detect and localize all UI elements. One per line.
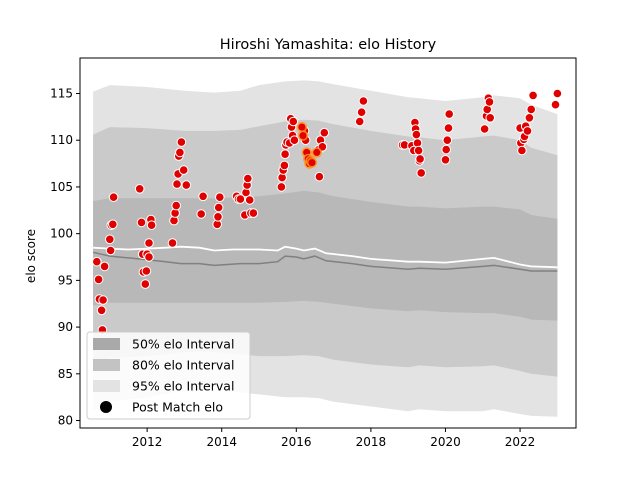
post-match-point bbox=[528, 90, 538, 101]
post-match-point bbox=[443, 123, 454, 133]
post-match-point bbox=[524, 113, 535, 123]
post-match-point bbox=[279, 160, 290, 171]
highlight-point bbox=[299, 132, 307, 140]
legend-swatch bbox=[93, 338, 120, 350]
y-axis-label: elo score bbox=[24, 229, 38, 283]
post-match-point bbox=[144, 238, 154, 248]
post-match-point bbox=[134, 184, 145, 194]
y-tick-label: 95 bbox=[58, 273, 73, 287]
y-tick-label: 90 bbox=[58, 320, 73, 334]
post-match-point bbox=[175, 147, 185, 158]
y-tick-label: 115 bbox=[50, 87, 73, 101]
post-match-point bbox=[140, 279, 151, 289]
band-50 bbox=[93, 190, 558, 321]
legend-box bbox=[86, 331, 251, 420]
post-match-point bbox=[213, 202, 224, 213]
post-match-point bbox=[96, 305, 107, 316]
highlight-point bbox=[313, 148, 321, 156]
post-match-point bbox=[248, 208, 259, 218]
post-match-point bbox=[92, 256, 102, 267]
x-axis: 2012 2014 2016 2018 2020 2022 bbox=[132, 428, 535, 449]
legend-label: 95% elo Interval bbox=[132, 379, 234, 394]
post-match-point bbox=[479, 124, 490, 134]
post-match-point bbox=[98, 295, 108, 305]
post-match-point bbox=[196, 209, 206, 219]
y-tick-label: 110 bbox=[50, 133, 73, 147]
post-match-point bbox=[171, 200, 181, 211]
post-match-point bbox=[276, 182, 287, 192]
post-match-point bbox=[105, 245, 116, 256]
post-match-point bbox=[354, 116, 365, 127]
highlight-point bbox=[298, 123, 306, 131]
post-match-point bbox=[105, 234, 115, 245]
post-match-point bbox=[243, 173, 253, 184]
legend-label: 80% elo Interval bbox=[132, 358, 234, 373]
post-match-point bbox=[517, 145, 527, 156]
y-tick-label: 85 bbox=[58, 367, 73, 381]
x-tick-label: 2020 bbox=[430, 435, 461, 449]
post-match-point bbox=[280, 149, 290, 159]
y-tick-label: 100 bbox=[50, 227, 73, 241]
post-match-point bbox=[288, 116, 299, 127]
post-match-point bbox=[319, 127, 330, 138]
post-match-point bbox=[356, 107, 367, 117]
post-match-point bbox=[172, 179, 182, 189]
post-match-point bbox=[358, 96, 369, 106]
highlight-point bbox=[308, 159, 316, 167]
post-match-point bbox=[289, 135, 300, 145]
post-match-point bbox=[526, 104, 537, 115]
post-match-point bbox=[99, 261, 110, 272]
post-match-point bbox=[484, 97, 495, 107]
post-match-point bbox=[181, 180, 192, 190]
post-match-point bbox=[522, 126, 533, 136]
post-match-point bbox=[485, 113, 496, 123]
mean-elo-line bbox=[93, 245, 558, 269]
x-tick-label: 2014 bbox=[206, 435, 237, 449]
legend-label: 50% elo Interval bbox=[132, 337, 234, 352]
post-match-point bbox=[178, 165, 189, 175]
legend-swatch bbox=[93, 380, 120, 392]
x-tick-label: 2016 bbox=[281, 435, 312, 449]
post-match-point bbox=[213, 212, 223, 222]
plot-frame bbox=[79, 57, 577, 429]
post-match-point bbox=[198, 191, 208, 202]
post-match-point bbox=[144, 252, 154, 262]
y-tick-label: 80 bbox=[58, 414, 73, 428]
legend: 50% elo Interval 80% elo Interval 95% elo … bbox=[86, 331, 251, 420]
post-match-point bbox=[136, 217, 147, 228]
x-tick-label: 2022 bbox=[505, 435, 536, 449]
x-tick-label: 2018 bbox=[356, 435, 387, 449]
post-match-point bbox=[146, 220, 157, 230]
y-tick-label: 105 bbox=[50, 180, 73, 194]
post-match-point bbox=[141, 266, 152, 276]
post-match-point bbox=[167, 238, 178, 248]
post-match-point bbox=[93, 274, 104, 285]
post-match-point bbox=[442, 135, 453, 145]
post-match-point bbox=[314, 171, 325, 182]
post-match-point bbox=[413, 145, 424, 156]
post-match-point bbox=[176, 137, 187, 147]
post-match-point bbox=[550, 99, 561, 110]
post-match-point bbox=[215, 192, 225, 202]
post-match-point bbox=[415, 154, 425, 164]
post-match-point bbox=[440, 155, 451, 165]
post-match-point bbox=[416, 168, 427, 178]
median-elo-line bbox=[92, 251, 558, 272]
y-axis: 80 85 90 95 100 105 110 115 bbox=[50, 87, 80, 428]
post-match-point bbox=[235, 194, 246, 204]
post-match-point bbox=[244, 195, 255, 205]
legend-marker bbox=[100, 401, 112, 413]
post-match-point bbox=[441, 144, 452, 155]
post-match-point bbox=[108, 219, 118, 230]
legend-swatch bbox=[93, 359, 120, 371]
x-tick-label: 2012 bbox=[132, 435, 163, 449]
post-match-point bbox=[552, 88, 563, 99]
post-match-point bbox=[444, 109, 455, 119]
chart-title: Hiroshi Yamashita: elo History bbox=[220, 37, 437, 53]
legend-label: Post Match elo bbox=[132, 400, 223, 415]
post-match-point bbox=[108, 192, 119, 202]
post-match-point bbox=[411, 129, 422, 140]
